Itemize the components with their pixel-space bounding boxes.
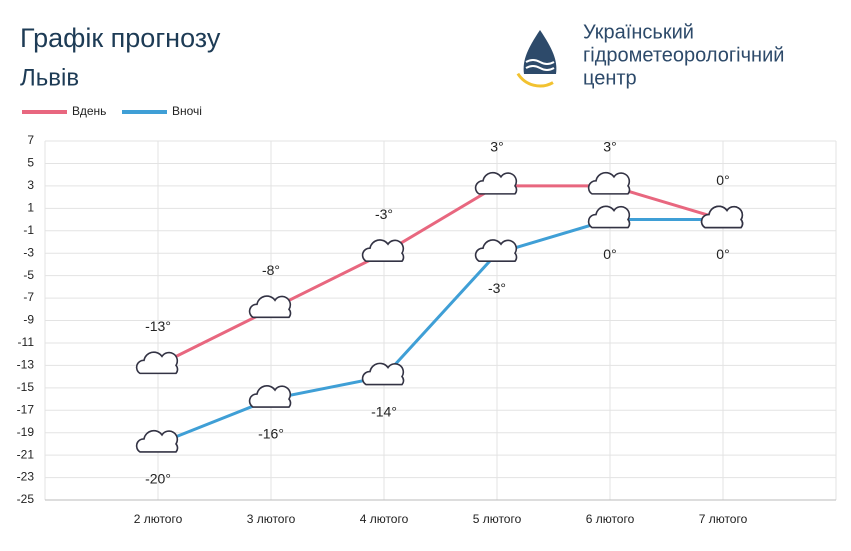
y-tick-label: -9 (23, 313, 34, 327)
y-tick-label: -13 (17, 358, 35, 372)
y-tick-label: -1 (23, 223, 34, 237)
y-tick-label: 1 (27, 200, 34, 214)
brand-line: гідрометеорологічний (583, 44, 784, 66)
cloud (135, 429, 179, 453)
logo (512, 30, 568, 88)
brand-line: центр (583, 67, 637, 89)
weather-icon (361, 362, 405, 386)
x-tick-label: 7 лютого (699, 512, 748, 526)
weather-icon (474, 171, 518, 195)
cloud (361, 362, 405, 386)
x-tick-label: 6 лютого (586, 512, 635, 526)
x-tick-label: 3 лютого (247, 512, 296, 526)
data-label: -20° (145, 471, 171, 487)
chart-title: Графік прогнозу (20, 23, 221, 53)
data-label: 0° (716, 172, 729, 188)
cloud (361, 239, 405, 262)
data-label: -3° (488, 280, 506, 296)
weather-icon (474, 239, 518, 262)
weather-icon (248, 295, 292, 319)
weather-icon (700, 205, 744, 229)
y-tick-label: -3 (23, 245, 34, 259)
weather-icon (587, 205, 631, 229)
weather-icon (361, 239, 405, 262)
weather-icon (135, 429, 179, 453)
cloud (587, 171, 631, 195)
y-tick-label: -11 (18, 335, 35, 349)
legend-label: Вночі (172, 104, 202, 118)
y-tick-label: 5 (27, 156, 34, 170)
cloud (474, 239, 518, 262)
cloud (248, 295, 292, 319)
y-tick-label: -23 (17, 470, 35, 484)
cloud (248, 385, 292, 408)
weather-icon (587, 171, 631, 195)
data-label: -16° (258, 426, 284, 442)
y-tick-label: -17 (17, 402, 35, 416)
data-label: 0° (716, 246, 729, 262)
y-tick-label: -19 (17, 425, 35, 439)
y-tick-label: -5 (23, 268, 34, 282)
y-tick-label: -21 (17, 447, 35, 461)
weather-icon (135, 351, 179, 375)
brand-line: Український (583, 21, 694, 43)
cloud (700, 205, 744, 229)
y-tick-label: -25 (17, 492, 35, 506)
weather-icon (248, 385, 292, 408)
y-tick-label: 3 (27, 178, 34, 192)
cloud (135, 351, 179, 375)
y-tick-label: 7 (27, 133, 34, 147)
data-label: -13° (145, 318, 171, 334)
y-tick-label: -15 (17, 380, 35, 394)
x-tick-label: 4 лютого (360, 512, 409, 526)
cloud (587, 205, 631, 229)
chart-subtitle: Львів (20, 64, 79, 91)
data-label: 0° (603, 246, 616, 262)
cloud (474, 171, 518, 195)
data-label: 3° (490, 139, 503, 155)
legend-label: Вдень (72, 104, 106, 118)
data-label: -14° (371, 403, 397, 419)
y-tick-label: -7 (23, 290, 34, 304)
data-label: -3° (375, 206, 393, 222)
data-label: 3° (603, 139, 616, 155)
data-label: -8° (262, 262, 280, 278)
x-tick-label: 5 лютого (473, 512, 522, 526)
x-tick-label: 2 лютого (134, 512, 183, 526)
